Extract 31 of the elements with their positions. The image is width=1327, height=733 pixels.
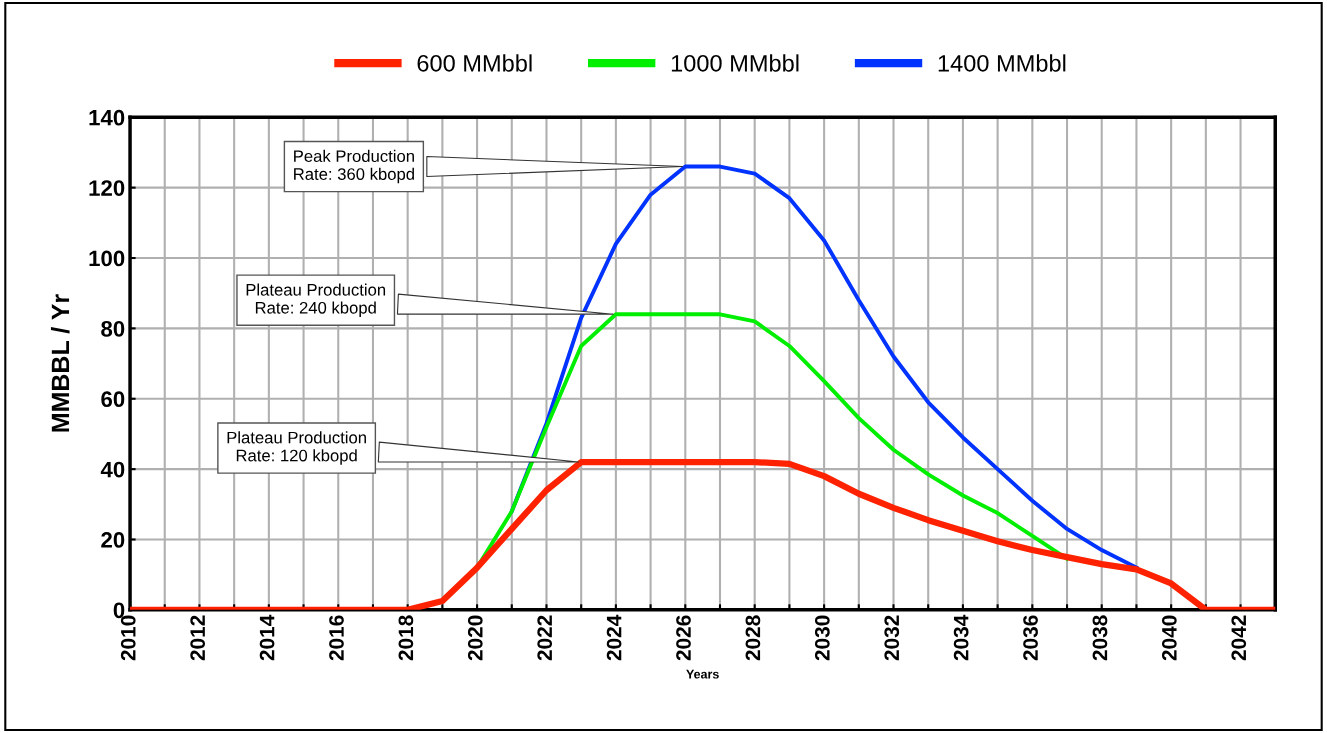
x-tick-label: 2032 — [884, 615, 900, 661]
y-tick-label: 40 — [100, 461, 125, 478]
x-tick-label: 2034 — [953, 614, 969, 661]
x-tick-label: 2016 — [329, 615, 344, 661]
x-axis-title: Years — [686, 669, 719, 679]
legend-label: 1000 MMbbl — [671, 54, 799, 72]
y-tick-label: 80 — [101, 320, 125, 337]
x-tick-label: 2040 — [1161, 615, 1177, 661]
y-tick-label: 140 — [89, 109, 125, 126]
x-tick-label: 2018 — [398, 615, 414, 661]
y-axis-title: MMBBL / Yr — [50, 294, 70, 432]
x-tick-label: 2026 — [676, 615, 691, 661]
x-tick-label: 2030 — [814, 615, 830, 661]
x-tick-label: 2020 — [467, 615, 483, 661]
annotation: Peak Production Rate: 360 kbopd — [294, 149, 414, 184]
legend-label: 1400 MMbbl — [938, 54, 1066, 72]
y-tick-label: 20 — [101, 532, 125, 548]
x-tick-label: 2022 — [537, 615, 553, 661]
x-tick-label: 2012 — [190, 615, 206, 661]
y-tick-label: 120 — [89, 180, 125, 196]
y-tick-label: 60 — [101, 391, 125, 408]
x-tick-label: 2038 — [1092, 615, 1108, 661]
x-tick-label: 2014 — [259, 614, 275, 661]
x-tick-label: 2036 — [1023, 615, 1038, 661]
x-tick-label: 2024 — [606, 614, 622, 661]
legend-label: 600 MMbbl — [417, 54, 532, 72]
annotation: Plateau Production Rate: 120 kbopd — [227, 431, 366, 465]
annotation: Plateau Production Rate: 240 kbopd — [246, 283, 386, 317]
y-tick-label: 100 — [89, 250, 125, 267]
x-tick-label: 2042 — [1231, 615, 1247, 661]
x-tick-label: 2028 — [745, 615, 761, 661]
